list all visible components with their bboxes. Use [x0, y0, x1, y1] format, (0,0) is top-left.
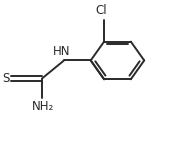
- Text: NH₂: NH₂: [32, 100, 54, 114]
- Text: S: S: [2, 72, 10, 85]
- Text: HN: HN: [53, 45, 71, 58]
- Text: Cl: Cl: [96, 4, 107, 17]
